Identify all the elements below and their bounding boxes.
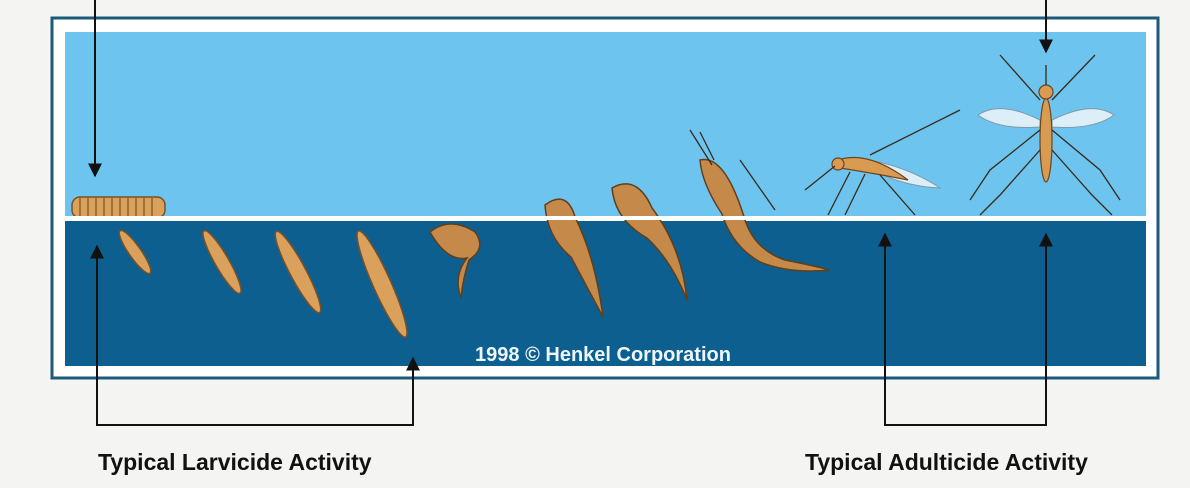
illustration-part [1040, 98, 1052, 182]
sky [65, 32, 1146, 218]
copyright: 1998 © Henkel Corporation [475, 344, 731, 366]
illustration-part [1039, 85, 1053, 99]
egg-raft [72, 197, 165, 218]
water-surface [65, 216, 1146, 220]
diagram: 1998 © Henkel Corporation Typical Larvic… [0, 0, 1190, 488]
adulticide-label: Typical Adulticide Activity [805, 449, 1088, 475]
larvicide-label: Typical Larvicide Activity [98, 449, 372, 475]
illustration-part [832, 158, 844, 170]
page: 1998 © Henkel Corporation Typical Larvic… [0, 0, 1190, 488]
illustration-part [72, 197, 165, 218]
